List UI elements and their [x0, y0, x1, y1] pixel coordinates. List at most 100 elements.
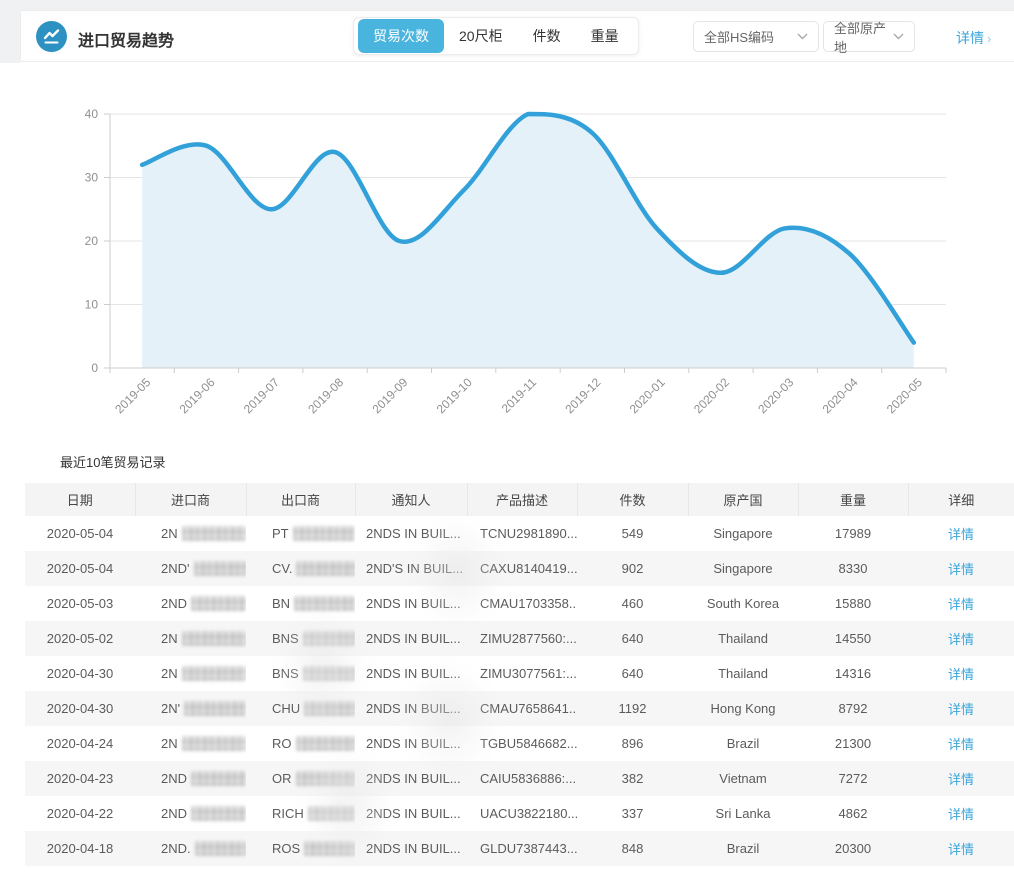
x-axis-label: 2020-02	[691, 375, 732, 416]
col-header-detail: 详细	[907, 483, 1014, 516]
tab-trade-count[interactable]: 贸易次数	[358, 19, 444, 53]
cell-date: 2020-05-03	[46, 596, 114, 611]
row-detail-link[interactable]: 详情	[947, 632, 974, 647]
redacted-text	[302, 666, 355, 681]
redacted-text	[295, 736, 355, 751]
x-axis-label: 2020-01	[627, 375, 668, 416]
origin-select[interactable]: 全部原产地	[823, 21, 915, 55]
x-axis-label: 2019-07	[241, 375, 282, 416]
row-detail-link[interactable]: 详情	[947, 737, 974, 752]
x-axis-label: 2020-05	[884, 375, 925, 416]
trend-area-fill	[142, 114, 914, 368]
cell-weight: 21300	[834, 736, 872, 751]
cell-origin: Thailand	[688, 621, 798, 656]
page-background-notch	[0, 10, 20, 63]
cell-notify: 2NDS IN BUIL...	[355, 831, 467, 866]
table-row: 2020-05-02 2N BNS 2NDS IN BUIL... ZIMU28…	[25, 621, 1014, 656]
y-axis-label: 20	[85, 234, 99, 248]
cell-notify: 2NDS IN BUIL...	[366, 736, 461, 751]
cell-product: ZIMU2877560:...	[467, 621, 577, 656]
chevron-right-icon: ›	[987, 31, 992, 46]
col-header-pieces: 件数	[576, 483, 688, 516]
trend-area-chart[interactable]: 0 10 20 30 40 2019-05 2019-06 2019-07 2019-08 201…	[0, 70, 1014, 450]
row-detail-link[interactable]: 详情	[947, 597, 974, 612]
cell-importer: 2N	[135, 621, 246, 656]
redacted-text	[194, 841, 246, 856]
cell-exporter: RO	[246, 726, 355, 761]
redacted-text	[292, 526, 355, 541]
cell-date: 2020-05-04	[25, 551, 135, 586]
row-detail-link[interactable]: 详情	[947, 527, 974, 542]
cell-exporter: OR	[246, 761, 355, 796]
tab-weight[interactable]: 重量	[590, 28, 619, 44]
tab-pieces[interactable]: 件数	[532, 28, 561, 44]
cell-notify: 2NDS IN BUIL...	[366, 526, 461, 541]
redacted-text	[181, 666, 246, 681]
cell-weight: 7272	[798, 761, 908, 796]
table-title: 最近10笔贸易记录	[60, 455, 166, 470]
cell-importer: 2N	[135, 516, 246, 551]
y-axis-label: 10	[85, 298, 99, 312]
cell-date: 2020-04-30	[25, 691, 135, 726]
redacted-text	[193, 561, 246, 576]
table-row: 2020-05-04 2N PT 2NDS IN BUIL... TCNU298…	[25, 516, 1014, 551]
tab-20ft-container[interactable]: 20尺柜	[459, 28, 503, 44]
cell-date: 2020-04-18	[25, 831, 135, 866]
cell-importer: 2N'	[135, 691, 246, 726]
page-background-band	[0, 0, 1014, 10]
cell-product: GLDU7387443...	[467, 831, 577, 866]
cell-product: CAIU5836886:...	[467, 761, 577, 796]
table-row: 2020-04-30 2N BNS 2NDS IN BUIL... ZIMU30…	[25, 656, 1014, 691]
cell-exporter: ROS	[246, 831, 355, 866]
cell-pieces: 382	[577, 761, 688, 796]
header-detail-link[interactable]: 详情 ›	[956, 28, 991, 48]
x-axis-label: 2019-12	[562, 375, 603, 416]
cell-detail: 详情	[908, 586, 1014, 621]
redacted-text	[181, 631, 246, 646]
cell-date: 2020-04-22	[46, 806, 114, 821]
cell-weight: 8330	[798, 551, 908, 586]
cell-exporter: BNS	[246, 656, 355, 691]
row-detail-link[interactable]: 详情	[947, 562, 974, 577]
redacted-text	[191, 596, 246, 611]
x-axis-label: 2020-04	[820, 375, 861, 416]
redacted-text	[304, 701, 355, 716]
redacted-text	[307, 806, 355, 821]
cell-origin: Singapore	[713, 526, 773, 541]
row-detail-link[interactable]: 详情	[947, 842, 974, 857]
table-row: 2020-04-24 2N RO 2NDS IN BUIL... TGBU584…	[25, 726, 1014, 761]
cell-weight: 14316	[834, 666, 872, 681]
cell-detail: 详情	[908, 656, 1014, 691]
cell-origin: South Korea	[706, 596, 780, 611]
page-title: 进口贸易趋势	[78, 33, 175, 50]
redacted-text	[296, 561, 355, 576]
cell-importer: 2N	[135, 656, 246, 691]
cell-weight: 15880	[834, 596, 872, 611]
table-row: 2020-04-22 2ND RICH 2NDS IN BUIL... UACU…	[25, 796, 1014, 831]
cell-pieces: 549	[621, 526, 644, 541]
cell-origin: Thailand	[718, 666, 768, 681]
table-body: 2020-05-04 2N PT 2NDS IN BUIL... TCNU298…	[25, 516, 1014, 866]
table-row: 2020-04-18 2ND. ROS 2NDS IN BUIL... GLDU…	[25, 831, 1014, 866]
hs-code-select[interactable]: 全部HS编码	[693, 21, 819, 52]
cell-exporter: RICH	[246, 796, 355, 831]
redacted-text	[191, 806, 246, 821]
cell-notify: 2ND'S IN BUIL...	[355, 551, 467, 586]
cell-notify: 2NDS IN BUIL...	[366, 596, 461, 611]
cell-pieces: 848	[577, 831, 688, 866]
cell-origin: Hong Kong	[688, 691, 798, 726]
origin-select-value: 全部原产地	[834, 20, 887, 55]
metric-tab-group: 贸易次数 20尺柜 件数 重量	[353, 17, 639, 55]
row-detail-link[interactable]: 详情	[947, 807, 974, 822]
col-header-importer: 进口商	[134, 483, 246, 516]
cell-origin: Sri Lanka	[715, 806, 771, 821]
x-axis-label: 2020-03	[755, 375, 796, 416]
redacted-text	[181, 526, 246, 541]
cell-notify: 2NDS IN BUIL...	[355, 621, 467, 656]
row-detail-link[interactable]: 详情	[947, 702, 974, 717]
cell-importer: 2ND.	[135, 831, 246, 866]
row-detail-link[interactable]: 详情	[947, 772, 974, 787]
cell-product: TGBU5846682...	[480, 736, 577, 751]
cell-product: CMAU1703358...	[480, 596, 577, 611]
row-detail-link[interactable]: 详情	[947, 667, 974, 682]
